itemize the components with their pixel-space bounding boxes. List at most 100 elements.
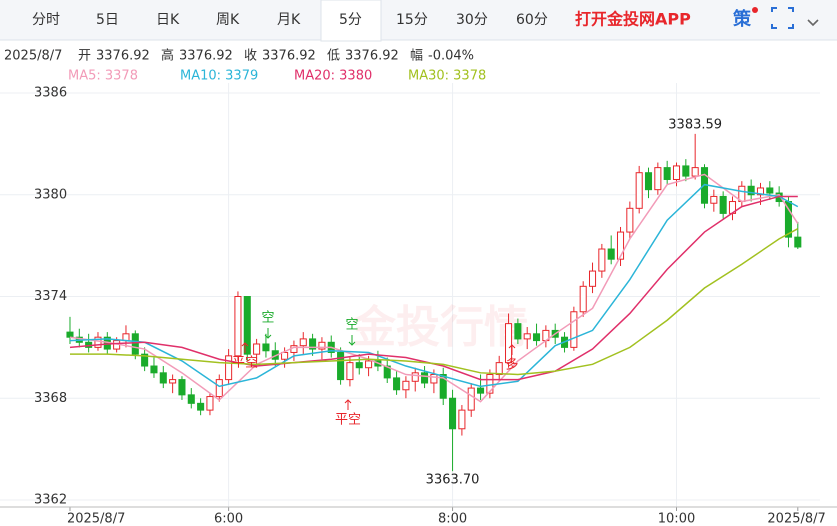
- candle-body: [393, 377, 401, 391]
- extreme-label: 3363.70: [426, 473, 480, 488]
- x-tick-label: 2025/8/7: [767, 512, 825, 526]
- candle-body: [467, 387, 475, 411]
- y-tick-label: 3368: [34, 391, 67, 406]
- tab[interactable]: 15分: [396, 12, 428, 28]
- signal-label: 平空: [335, 413, 361, 428]
- quote-value: 3376.92: [96, 49, 150, 64]
- x-tick-label: 8:00: [438, 512, 467, 526]
- candle-body: [169, 379, 177, 384]
- tab[interactable]: 5分: [339, 12, 362, 28]
- candle-body: [691, 167, 699, 177]
- candle-body: [588, 270, 597, 287]
- candle-body: [710, 195, 718, 204]
- candle-body: [262, 343, 270, 352]
- tab-bar: [0, 0, 837, 40]
- candle-body: [299, 338, 307, 347]
- candle-body: [150, 365, 158, 374]
- candle-body: [253, 343, 261, 355]
- candle-body: [421, 372, 429, 384]
- y-tick-label: 3380: [34, 187, 67, 202]
- legend-entry: MA20: 3380: [294, 69, 372, 84]
- candle-body: [747, 185, 755, 196]
- signal-label: 空: [345, 318, 358, 333]
- quote-label: 高: [161, 48, 174, 64]
- x-tick-label: 2025/8/7: [67, 512, 125, 526]
- signal-arrow: [264, 328, 272, 339]
- signal-arrow: [241, 342, 249, 353]
- active-tab: [320, 0, 382, 42]
- x-tick-label: 6:00: [214, 512, 243, 526]
- candle-body: [514, 323, 522, 340]
- legend-entry: MA10: 3379: [180, 69, 258, 84]
- tab[interactable]: 分时: [32, 12, 60, 28]
- candle-body: [122, 333, 130, 342]
- signal-label: 多: [505, 357, 518, 373]
- quote-label: 收: [244, 49, 257, 64]
- candle-body: [533, 333, 541, 342]
- ma-line: [69, 195, 798, 381]
- candle-body: [187, 394, 195, 404]
- fullscreen-icon[interactable]: [771, 7, 794, 29]
- candle-body: [234, 296, 242, 357]
- quote-label: 低: [327, 49, 340, 64]
- tab[interactable]: 60分: [516, 12, 548, 28]
- ma-line: [69, 173, 799, 403]
- ma-line: [69, 183, 799, 388]
- candle-body: [672, 165, 681, 180]
- candle-body: [365, 360, 373, 369]
- strategy-icon[interactable]: 策: [733, 8, 752, 30]
- badge-dot: [752, 7, 758, 13]
- extreme-label: 3383.59: [668, 117, 722, 132]
- signal-arrow: [344, 399, 352, 410]
- candle-body: [477, 387, 485, 394]
- candle-body: [141, 353, 149, 367]
- tab[interactable]: 5日: [96, 12, 119, 28]
- quote-label: 开: [78, 49, 91, 64]
- candle-body: [626, 207, 634, 233]
- dropdown-icon[interactable]: [807, 19, 819, 27]
- candle-body: [607, 248, 615, 260]
- candle-body: [178, 379, 186, 396]
- quote-value: 3376.92: [179, 49, 233, 64]
- candle-body: [523, 333, 531, 340]
- app-link[interactable]: 打开金投网APP: [575, 10, 691, 29]
- candle-body: [206, 396, 214, 411]
- quote-value: -0.04%: [428, 49, 474, 64]
- signal-arrow: [508, 344, 516, 355]
- y-tick-label: 3362: [34, 493, 67, 508]
- watermark: 金投行情: [351, 302, 528, 353]
- quote-date: 2025/8/7: [4, 49, 62, 64]
- candle-body: [281, 351, 289, 360]
- candle-body: [598, 248, 606, 272]
- candle-body: [430, 374, 438, 384]
- y-tick-label: 3386: [34, 86, 67, 101]
- candle-body: [215, 379, 223, 398]
- candle-body: [346, 362, 354, 381]
- candle-body: [458, 409, 466, 430]
- candle-body: [635, 172, 643, 209]
- signal-label: 空: [261, 311, 274, 326]
- candle-body: [439, 374, 447, 399]
- candle-body: [131, 333, 139, 355]
- candle-body: [766, 187, 774, 194]
- candle-body: [495, 362, 503, 376]
- tab[interactable]: 月K: [277, 12, 301, 28]
- candle-body: [159, 372, 167, 384]
- y-tick-label: 3374: [34, 289, 67, 304]
- candle-body: [94, 336, 102, 348]
- candle-body: [616, 231, 625, 260]
- tab[interactable]: 日K: [156, 12, 180, 28]
- tab[interactable]: 周K: [216, 12, 240, 28]
- candle-body: [654, 167, 662, 191]
- quote-label: 幅: [410, 49, 423, 64]
- signal-arrow: [348, 335, 356, 346]
- candle-body: [486, 374, 494, 394]
- legend-entry: MA30: 3378: [408, 69, 486, 84]
- candle-body: [66, 331, 74, 338]
- x-tick-label: 10:00: [658, 512, 695, 526]
- tab[interactable]: 30分: [456, 12, 488, 28]
- signal-label: 平空: [232, 356, 258, 371]
- candle-body: [579, 285, 587, 313]
- candle-body: [663, 167, 671, 180]
